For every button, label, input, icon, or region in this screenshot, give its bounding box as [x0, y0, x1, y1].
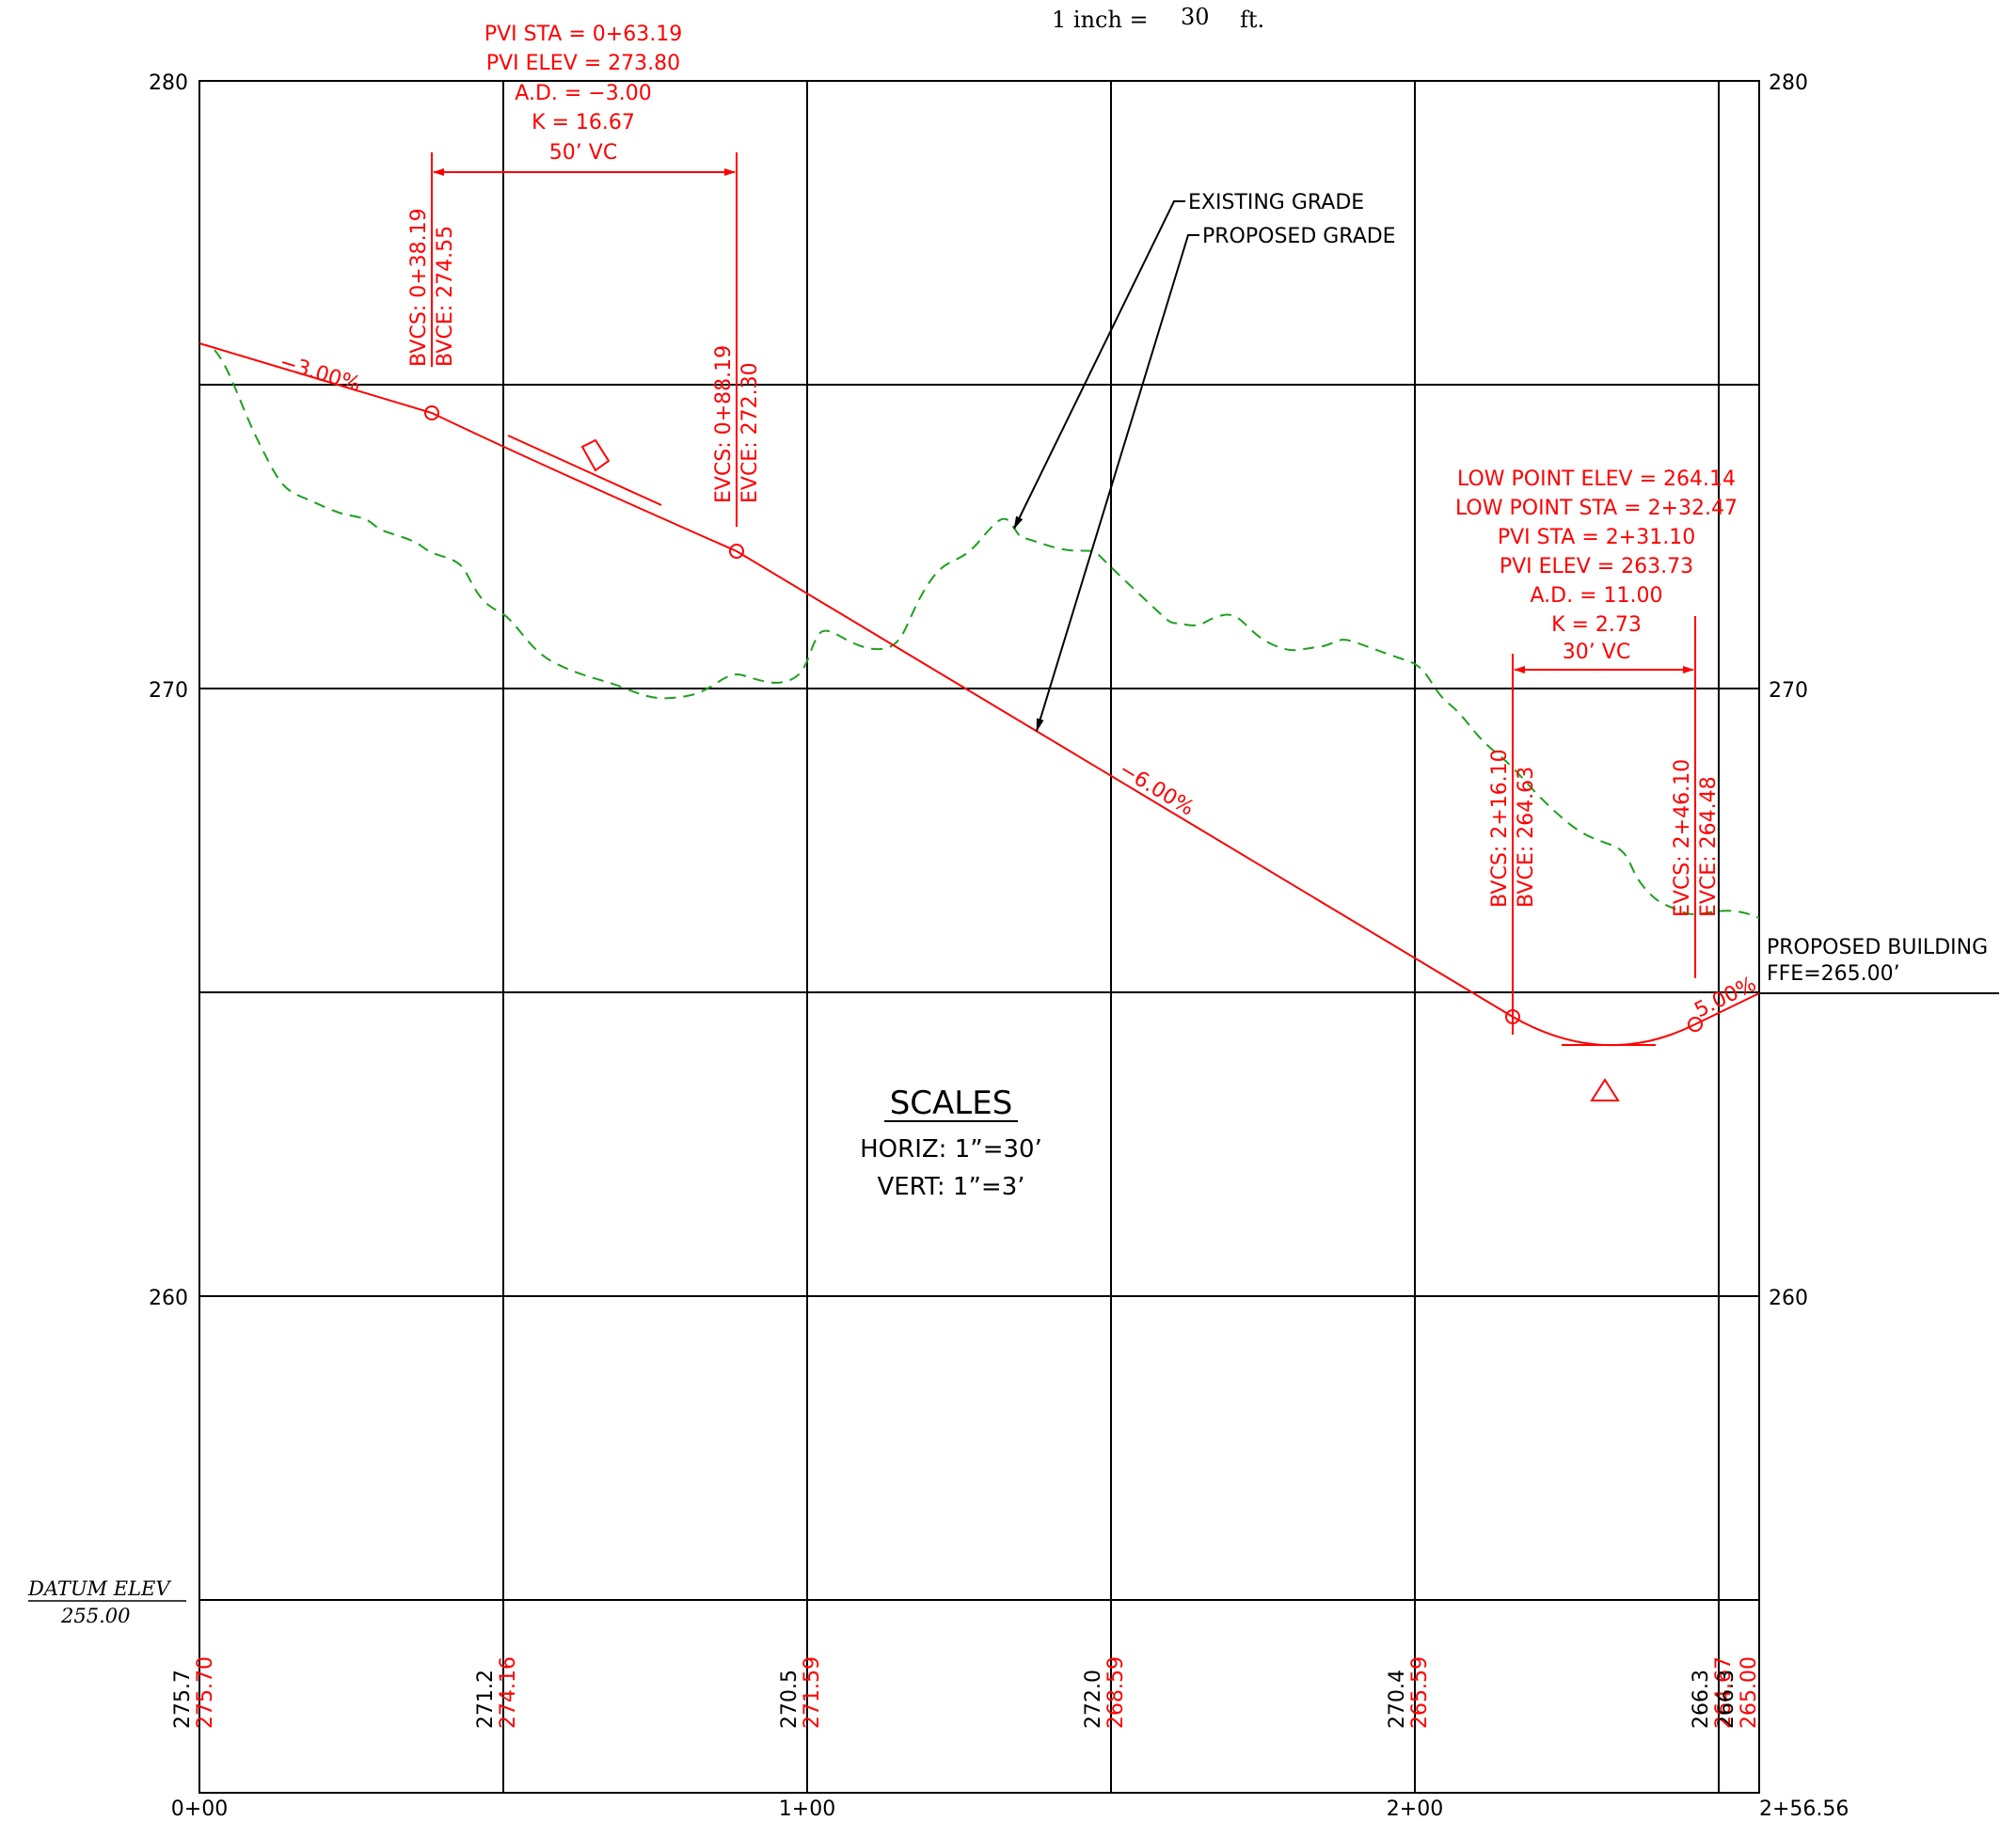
proposed-elev-cell: 274.16 — [497, 1656, 520, 1729]
datum-elev-label: DATUM ELEV — [27, 1577, 171, 1600]
proposed-grade-label: PROPOSED GRADE — [1202, 225, 1396, 248]
leader-labels: EXISTING GRADE PROPOSED GRADE — [1188, 191, 1396, 248]
existing-grade-label: EXISTING GRADE — [1188, 191, 1364, 214]
existing-elev-cell: 266.3 — [1715, 1670, 1738, 1729]
proposed-grade-line — [198, 342, 1760, 1047]
c1-k: K = 16.67 — [532, 111, 635, 135]
existing-elev-cell: 270.4 — [1386, 1670, 1409, 1729]
grade-label-2: −6.00% — [1115, 758, 1198, 821]
grid-frame — [198, 80, 1760, 1794]
c1-bvcs: BVCS: 0+38.19 — [407, 208, 431, 367]
proposed-grade — [198, 342, 1760, 1101]
elev-label-280-right: 280 — [1769, 71, 1808, 95]
c2-bvcs: BVCS: 2+16.10 — [1488, 749, 1512, 908]
elevation-table: 275.7 275.70 271.2 274.16 270.5 271.59 272.0 26… — [171, 1656, 1761, 1729]
proposed-grade-leader — [1036, 234, 1199, 732]
existing-grade-leader — [1013, 200, 1185, 530]
proposed-elev-cell: 265.00 — [1738, 1656, 1761, 1729]
scales-title: SCALES — [890, 1085, 1013, 1122]
curve2-station-labels: BVCS: 2+16.10 BVCE: 264.63 EVCS: 2+46.10… — [1488, 749, 1721, 917]
existing-elev-cell: 272.0 — [1082, 1670, 1105, 1729]
grade-label-3: 5.00% — [1691, 973, 1760, 1023]
pvi1-triangle-marker — [580, 438, 611, 472]
scales-vert: VERT: 1”=3’ — [877, 1173, 1024, 1201]
existing-grade-line — [214, 349, 1760, 919]
datum-elev-value: 255.00 — [60, 1605, 130, 1627]
existing-elev-cell: 275.7 — [171, 1670, 195, 1729]
curve1-station-labels: BVCS: 0+38.19 BVCE: 274.55 EVCS: 0+88.19… — [407, 208, 762, 503]
c1-pvi-sta: PVI STA = 0+63.19 — [484, 23, 682, 46]
c2-ad: A.D. = 11.00 — [1531, 584, 1663, 608]
building-note: PROPOSED BUILDING FFE=265.00’ — [1767, 936, 1988, 986]
c1-vc: 50’ VC — [549, 141, 617, 165]
proposed-elev-cell: 268.59 — [1104, 1656, 1128, 1729]
c2-low-elev: LOW POINT ELEV = 264.14 — [1457, 467, 1736, 491]
station-label-2: 2+00 — [1387, 1797, 1443, 1821]
c1-ad: A.D. = −3.00 — [515, 82, 651, 105]
elev-label-280-left: 280 — [149, 71, 188, 95]
scales-block: SCALES HORIZ: 1”=30’ VERT: 1”=3’ — [860, 1085, 1042, 1201]
proposed-elev-cell: 275.70 — [194, 1656, 217, 1729]
proposed-elev-cell: 265.59 — [1408, 1656, 1432, 1729]
c2-low-sta: LOW POINT STA = 2+32.47 — [1455, 497, 1738, 520]
scale-note: 1 inch = 30 ft. — [1052, 4, 1264, 33]
scale-note-suffix: ft. — [1240, 7, 1264, 33]
evc2-marker — [1688, 1017, 1703, 1032]
c1-bvce: BVCE: 274.55 — [434, 226, 457, 367]
c2-vc: 30’ VC — [1563, 641, 1630, 664]
curve2-annotations: LOW POINT ELEV = 264.14 LOW POINT STA = … — [1455, 467, 1738, 664]
c1-evcs: EVCS: 0+88.19 — [712, 345, 736, 503]
station-label-0: 0+00 — [171, 1797, 228, 1821]
curve1-dimension — [431, 152, 738, 527]
bvc1-marker — [424, 405, 439, 420]
existing-elev-cell: 270.5 — [778, 1670, 802, 1729]
c2-pvi-sta: PVI STA = 2+31.10 — [1498, 526, 1695, 549]
elev-label-270-right: 270 — [1769, 679, 1808, 703]
grade-labels: −3.00% −6.00% 5.00% — [277, 351, 1760, 1023]
scale-note-prefix: 1 inch = — [1052, 7, 1149, 33]
c2-k: K = 2.73 — [1551, 613, 1642, 637]
proposed-elev-cell: 264.67 — [1712, 1656, 1736, 1729]
elev-label-270-left: 270 — [149, 679, 188, 703]
elev-label-260-right: 260 — [1769, 1287, 1808, 1310]
c2-bvce: BVCE: 264.63 — [1515, 767, 1538, 908]
profile-grid — [28, 80, 1999, 1794]
building-line-2: FFE=265.00’ — [1767, 962, 1900, 986]
c2-evcs: EVCS: 2+46.10 — [1671, 759, 1694, 917]
c2-evce: EVCE: 264.48 — [1697, 776, 1721, 917]
grade-leaders — [1013, 200, 1199, 732]
axis-labels: 280 270 260 280 270 260 0+00 1+00 2+00 2… — [27, 71, 1849, 1821]
c2-pvi-elev: PVI ELEV = 263.73 — [1500, 555, 1693, 578]
curve2-dimension — [1512, 616, 1696, 1035]
curve1-annotations: PVI STA = 0+63.19 PVI ELEV = 273.80 A.D.… — [484, 23, 682, 165]
station-label-1: 1+00 — [779, 1797, 835, 1821]
pvi2-triangle-marker — [1590, 1078, 1620, 1101]
existing-elev-cell: 266.3 — [1690, 1670, 1713, 1729]
c1-evce: EVCE: 272.30 — [738, 362, 762, 503]
existing-elev-cell: 271.2 — [474, 1670, 498, 1729]
building-line-1: PROPOSED BUILDING — [1767, 936, 1988, 959]
proposed-elev-cell: 271.59 — [801, 1656, 824, 1729]
scale-note-value: 30 — [1181, 4, 1210, 30]
evc1-marker — [729, 544, 744, 559]
scales-horiz: HORIZ: 1”=30’ — [860, 1135, 1042, 1164]
grade-label-1: −3.00% — [277, 351, 363, 397]
vc1-tangent-tick — [507, 435, 662, 506]
c1-pvi-elev: PVI ELEV = 273.80 — [486, 52, 680, 75]
elev-label-260-left: 260 — [149, 1287, 188, 1310]
station-label-end: 2+56.56 — [1759, 1797, 1849, 1821]
